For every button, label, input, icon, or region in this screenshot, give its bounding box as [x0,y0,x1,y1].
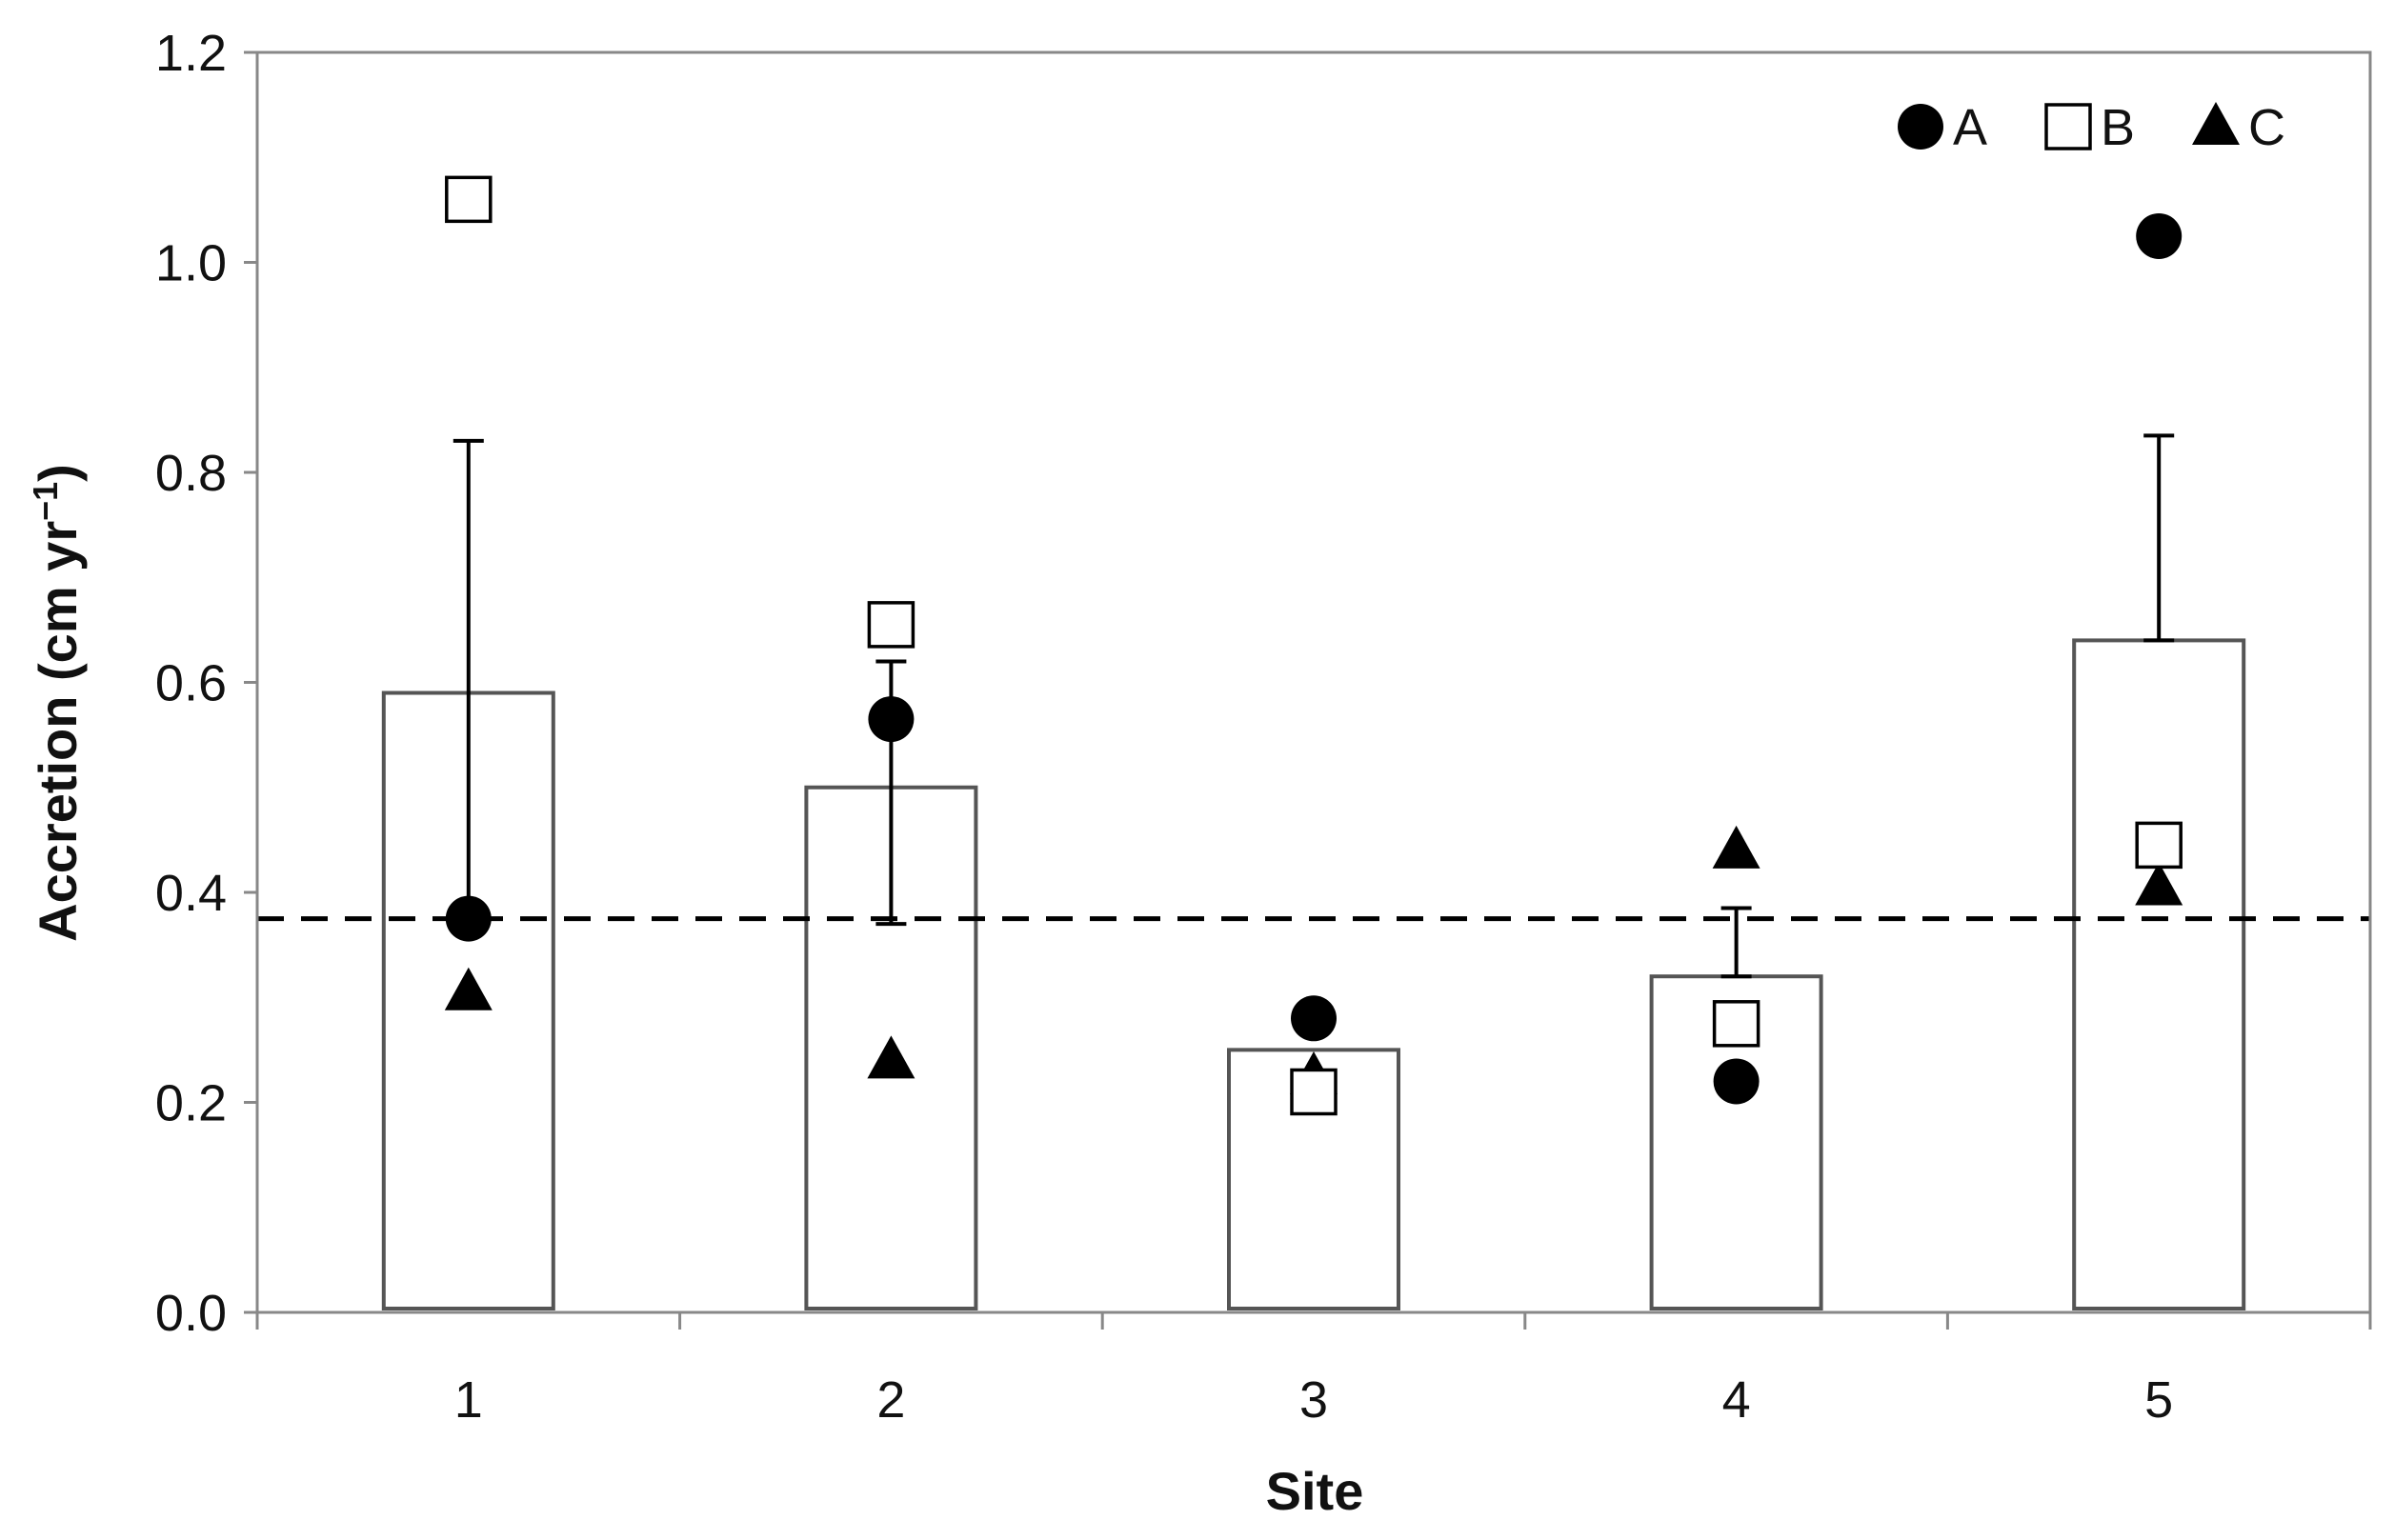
y-axis-title: Accretion (cm yr−1) [26,464,88,942]
legend-marker-b [2044,103,2092,150]
marker-b [1290,1068,1338,1116]
x-axis-title: Site [1266,1461,1364,1521]
marker-c [1712,825,1760,869]
x-tick-label: 3 [1299,1371,1328,1429]
x-tick-label: 4 [1722,1371,1751,1429]
marker-a [868,696,915,743]
y-tick-label: 0.4 [155,865,227,922]
marker-a [445,895,492,942]
y-axis-title-close: ) [28,464,88,482]
axes-layer: 0.0 0.2 0.4 0.6 0.8 1.0 1.2 1 2 3 4 5 [155,25,2372,1429]
bars-layer [381,638,2246,1310]
bar [2072,638,2246,1310]
y-tick-label: 0.0 [155,1285,227,1342]
y-tick-label: 1.0 [155,235,227,292]
marker-c [444,967,493,1010]
marker-b [2135,821,2183,870]
marker-b [1712,1000,1760,1048]
legend-label-b: B [2101,99,2135,156]
markers-layer [444,175,2183,1116]
y-tick-label: 0.6 [155,655,227,712]
marker-a [2136,212,2183,259]
bar [1649,974,1823,1310]
marker-b [445,175,493,224]
marker-a [1291,995,1337,1042]
y-tick-label: 1.2 [155,25,227,82]
y-axis-title-superscript: −1 [26,482,65,521]
legend-label-c: C [2248,99,2285,156]
marker-b [867,601,915,649]
legend-marker-a [1898,104,1943,150]
legend-marker-c [2192,102,2240,145]
y-tick-label: 0.2 [155,1075,227,1132]
marker-a [1713,1058,1760,1105]
y-tick-label: 0.8 [155,445,227,502]
x-tick-label: 2 [876,1371,905,1429]
y-axis-title-main: Accretion (cm yr [28,521,88,942]
marker-c [2135,862,2183,906]
legend-label-a: A [1953,99,1987,156]
x-tick-label: 1 [454,1371,483,1429]
errorbar-layer [453,433,2175,979]
marker-c [867,1035,915,1079]
legend: A B C [1898,99,2285,156]
x-tick-label: 5 [2144,1371,2173,1429]
